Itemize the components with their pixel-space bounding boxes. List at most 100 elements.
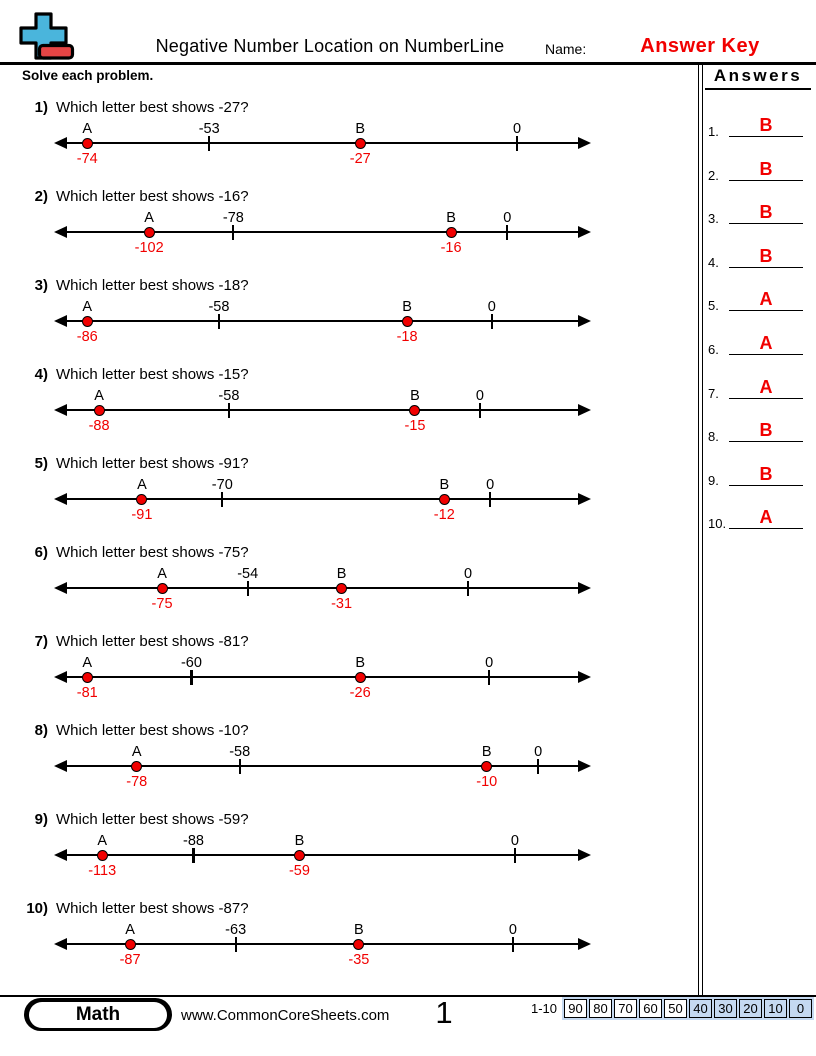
- point-marker-b: B -31: [302, 565, 382, 625]
- problem-1: 1) Which letter best shows -27? A -74 -53 B -2…: [0, 94, 680, 183]
- number-line: A -87 -63 B -35 0: [0, 921, 680, 981]
- tick-mark: [489, 491, 492, 507]
- point-letter-label: A: [144, 210, 154, 226]
- tick-label: -60: [180, 655, 202, 671]
- tick-label: 0: [534, 744, 543, 760]
- point-value-label: -88: [88, 418, 110, 434]
- point-value-label: -91: [131, 507, 153, 523]
- question-row: 6) Which letter best shows -75?: [0, 544, 249, 561]
- point-marker-a: A -86: [47, 298, 127, 358]
- answer-letter: B: [759, 245, 773, 266]
- tick-mark: [478, 402, 481, 418]
- number-line: A -91 -70 B -12 0: [0, 476, 680, 536]
- score-cell: 40: [689, 999, 713, 1018]
- answer-letter: B: [759, 115, 773, 135]
- point-letter-label: B: [410, 388, 420, 404]
- answer-blank-line: B: [729, 158, 803, 181]
- point-letter-label: A: [94, 388, 104, 404]
- problem-question: Which letter best shows -18?: [56, 277, 249, 294]
- tick-label: -54: [237, 566, 259, 582]
- tick-mark: [227, 402, 230, 418]
- question-row: 3) Which letter best shows -18?: [0, 277, 249, 294]
- score-cell: 50: [664, 999, 688, 1018]
- answer-item-3: 3. B: [703, 199, 813, 227]
- question-row: 5) Which letter best shows -91?: [0, 455, 249, 472]
- tick-marker: -78: [193, 209, 273, 269]
- number-line-rule: [64, 587, 580, 590]
- tick-label: -58: [208, 299, 230, 315]
- point-marker-a: A -91: [102, 476, 182, 536]
- point-dot-icon: [293, 849, 305, 861]
- tick-marker: -88: [154, 832, 234, 892]
- point-letter-label: B: [402, 299, 412, 315]
- point-dot-icon: [93, 404, 105, 416]
- point-marker-b: B -26: [320, 654, 400, 714]
- tick-label: -58: [229, 744, 251, 760]
- tick-label: 0: [510, 833, 519, 849]
- tick-mark: [208, 135, 211, 151]
- tick-label: -63: [225, 922, 247, 938]
- number-line-rule: [64, 943, 580, 946]
- tick-mark: [488, 669, 491, 685]
- tick-marker: 0: [450, 476, 530, 536]
- number-line-rule: [64, 142, 580, 145]
- point-value-label: -87: [119, 952, 141, 968]
- arrow-left-icon: [54, 937, 67, 950]
- tick-label: 0: [485, 655, 494, 671]
- tick-marker: 0: [477, 120, 557, 180]
- problem-5: 5) Which letter best shows -91? A -91 -70 B -1…: [0, 450, 680, 539]
- tick-marker: -58: [200, 743, 280, 803]
- tick-label: -53: [198, 121, 220, 137]
- arrow-left-icon: [54, 492, 67, 505]
- point-value-label: -59: [288, 863, 310, 879]
- point-marker-b: B -15: [375, 387, 455, 447]
- problem-number: 1): [34, 99, 48, 116]
- answer-blank-line: A: [729, 288, 803, 312]
- name-label: Name:: [545, 41, 587, 57]
- point-value-label: -15: [404, 418, 426, 434]
- point-dot-icon: [481, 760, 493, 772]
- point-marker-a: A -87: [90, 921, 170, 981]
- tick-label: 0: [475, 388, 484, 404]
- plus-minus-logo-icon: [19, 12, 75, 60]
- score-range-label: 1-10: [531, 1001, 558, 1016]
- answer-number: 3.: [708, 211, 719, 227]
- tick-marker: 0: [475, 832, 555, 892]
- point-dot-icon: [124, 938, 136, 950]
- answer-number: 1.: [708, 124, 719, 139]
- answer-letter: B: [759, 202, 773, 223]
- arrow-right-icon: [578, 759, 591, 772]
- problem-number: 3): [34, 277, 48, 294]
- point-value-label: -26: [349, 685, 371, 701]
- answer-item-7: 7. A: [703, 374, 813, 402]
- tick-label: 0: [486, 477, 495, 493]
- answer-item-4: 4. B: [703, 243, 813, 271]
- tick-label: -58: [218, 388, 240, 404]
- score-cell: 60: [639, 999, 663, 1018]
- tick-marker: -58: [179, 298, 259, 358]
- number-line-rule: [64, 320, 580, 323]
- answer-blank-line: A: [729, 332, 803, 355]
- number-line-rule: [64, 498, 580, 501]
- tick-mark: [192, 847, 195, 863]
- tick-label: 0: [503, 210, 512, 226]
- footer-divider: [0, 995, 816, 997]
- point-dot-icon: [445, 226, 457, 238]
- score-cell: 80: [589, 999, 613, 1018]
- answer-number: 7.: [708, 385, 719, 401]
- point-letter-label: B: [354, 922, 364, 938]
- number-line: A -78 -58 B -10 0: [0, 743, 680, 803]
- answer-item-10: 10. A: [703, 504, 813, 532]
- tick-marker: -54: [208, 565, 288, 625]
- score-cells: 90 80 70 60 50 40 30 20 10 0: [562, 997, 815, 1020]
- problem-question: Which letter best shows -10?: [56, 722, 249, 739]
- tick-mark: [466, 580, 470, 596]
- answer-letter: B: [759, 158, 773, 179]
- problem-10: 10) Which letter best shows -87? A -87 -63 B -…: [0, 895, 680, 984]
- question-row: 7) Which letter best shows -81?: [0, 633, 249, 650]
- point-value-label: -81: [76, 685, 98, 701]
- problem-4: 4) Which letter best shows -15? A -88 -58 B -1…: [0, 361, 680, 450]
- point-letter-label: A: [137, 477, 147, 493]
- point-dot-icon: [354, 137, 366, 149]
- problem-2: 2) Which letter best shows -16? A -102 -78 B -…: [0, 183, 680, 272]
